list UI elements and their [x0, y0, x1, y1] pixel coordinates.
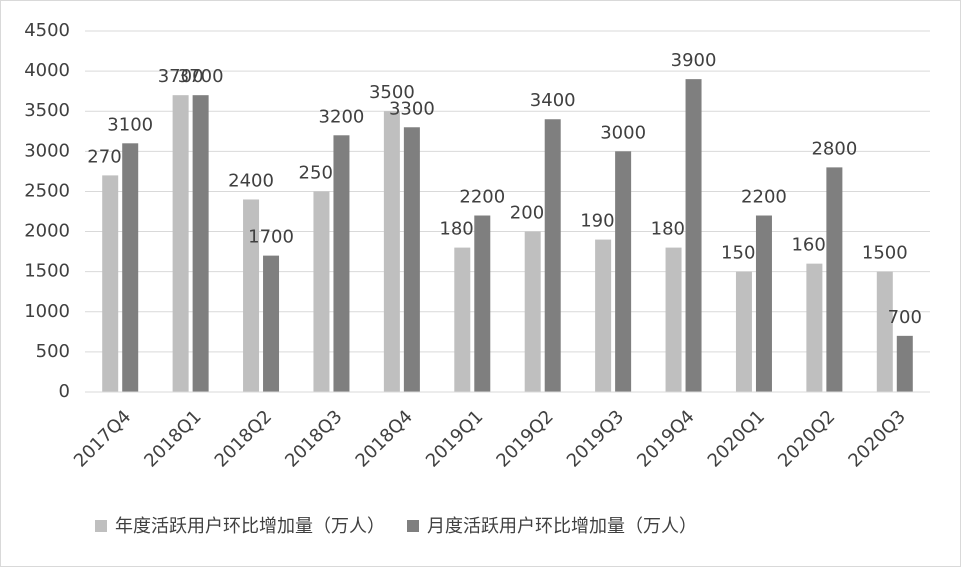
y-tick-label: 2500	[24, 180, 70, 201]
data-label: 1500	[721, 243, 767, 264]
bar	[333, 135, 350, 393]
y-tick-label: 3000	[24, 140, 70, 161]
data-label: 3900	[671, 50, 717, 71]
data-label: 3200	[319, 106, 365, 127]
data-label: 2200	[741, 187, 787, 208]
data-label: 3100	[107, 114, 153, 135]
bar	[735, 271, 752, 392]
y-tick-label: 4000	[24, 60, 70, 81]
data-label: 2500	[299, 162, 345, 183]
bar	[685, 79, 702, 392]
bar	[544, 119, 561, 392]
bar	[615, 151, 632, 392]
data-label: 1800	[651, 219, 697, 240]
bar	[243, 199, 260, 392]
data-label: 3700	[178, 66, 224, 87]
data-label: 1900	[580, 211, 626, 232]
data-label: 2800	[811, 138, 857, 159]
bar	[122, 143, 139, 392]
data-label: 2400	[228, 170, 274, 191]
y-tick-label: 2000	[24, 221, 70, 242]
data-label: 1600	[791, 235, 837, 256]
bar	[806, 263, 823, 392]
data-label: 2700	[87, 146, 133, 167]
bar	[524, 231, 541, 392]
bar	[826, 167, 843, 392]
bar	[383, 111, 400, 392]
bar	[263, 255, 280, 392]
bar	[192, 95, 209, 392]
bar	[595, 239, 612, 392]
y-tick-label: 500	[36, 341, 70, 362]
y-tick-label: 0	[59, 381, 70, 402]
data-label: 3400	[530, 90, 576, 111]
data-label: 2000	[510, 203, 556, 224]
data-label: 3700	[158, 66, 204, 87]
data-label: 1800	[439, 219, 485, 240]
data-label: 700	[888, 307, 922, 328]
bar	[896, 335, 913, 392]
y-tick-label: 1500	[24, 261, 70, 282]
data-label: 1700	[248, 227, 294, 248]
y-tick-label: 1000	[24, 301, 70, 322]
data-label: 3000	[600, 122, 646, 143]
data-label: 3500	[369, 82, 415, 103]
bar	[454, 247, 471, 392]
legend-label: 月度活跃用户环比增加量（万人）	[427, 516, 697, 537]
legend-swatch	[407, 520, 419, 532]
bar	[755, 215, 772, 392]
data-label: 2200	[459, 187, 505, 208]
legend-swatch	[95, 520, 107, 532]
bar	[313, 191, 330, 392]
data-label: 1500	[862, 243, 908, 264]
bar	[172, 95, 189, 392]
y-tick-label: 4500	[24, 20, 70, 41]
y-tick-label: 3500	[24, 100, 70, 121]
bar	[403, 127, 420, 393]
bar	[665, 247, 682, 392]
bar	[102, 175, 119, 392]
bar	[876, 271, 893, 392]
bar	[474, 215, 491, 392]
data-label: 3300	[389, 98, 435, 119]
legend-label: 年度活跃用户环比增加量（万人）	[115, 516, 385, 537]
